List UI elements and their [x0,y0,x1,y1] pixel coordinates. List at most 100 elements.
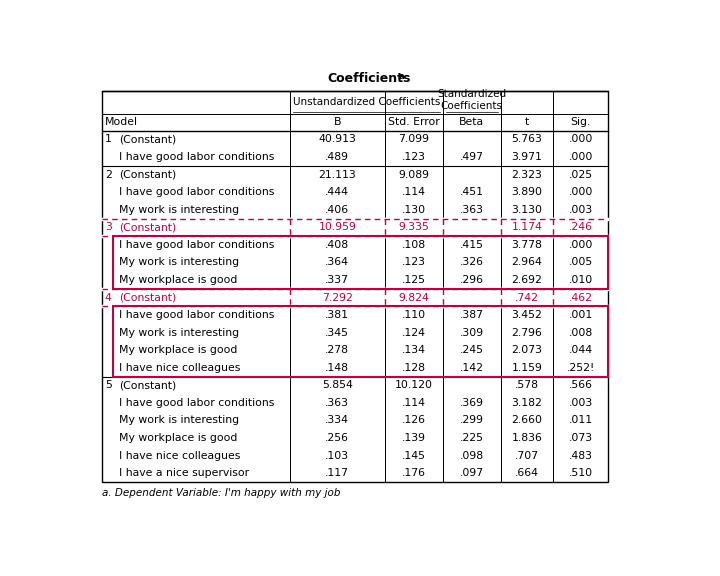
Text: 3: 3 [104,222,112,232]
Text: I have good labor conditions: I have good labor conditions [119,152,274,162]
Text: 10.120: 10.120 [395,380,433,391]
Text: .566: .566 [569,380,593,391]
Text: .000: .000 [568,187,593,197]
Text: 5: 5 [104,380,112,391]
Text: .278: .278 [325,345,349,355]
Text: .126: .126 [402,415,426,426]
Text: .334: .334 [325,415,349,426]
Text: I have good labor conditions: I have good labor conditions [119,187,274,197]
Text: 2.796: 2.796 [512,328,543,338]
Text: .110: .110 [402,310,426,320]
Text: .000: .000 [568,240,593,250]
Text: .363: .363 [459,204,484,215]
Text: .142: .142 [459,363,484,373]
Text: .296: .296 [459,275,484,285]
Text: .363: .363 [325,398,349,408]
Text: .225: .225 [459,433,484,443]
Text: .252!: .252! [567,363,595,373]
Text: .005: .005 [569,257,593,267]
Bar [113,236,608,289]
Text: Standardized
Coefficients: Standardized Coefficients [437,89,506,111]
Text: .011: .011 [569,415,593,426]
Text: .510: .510 [569,468,593,478]
Text: .130: .130 [402,204,426,215]
Text: a: a [399,71,405,81]
Text: .246: .246 [569,222,593,232]
Text: 2.323: 2.323 [512,169,543,180]
Text: 9.824: 9.824 [398,293,429,302]
Text: .010: .010 [569,275,593,285]
Text: .245: .245 [459,345,484,355]
Text: .415: .415 [459,240,484,250]
Text: 3.452: 3.452 [512,310,543,320]
Text: I have good labor conditions: I have good labor conditions [119,240,274,250]
Text: 7.292: 7.292 [322,293,353,302]
Text: .364: .364 [325,257,349,267]
Text: 9.089: 9.089 [398,169,429,180]
Text: .578: .578 [515,380,539,391]
Text: .299: .299 [459,415,484,426]
Text: .387: .387 [459,310,484,320]
Text: 3.130: 3.130 [512,204,543,215]
Text: 2.964: 2.964 [512,257,543,267]
Text: I have good labor conditions: I have good labor conditions [119,398,274,408]
Text: .326: .326 [459,257,484,267]
Text: 3.890: 3.890 [512,187,543,197]
Text: .125: .125 [402,275,426,285]
Text: 2.660: 2.660 [512,415,543,426]
Text: .664: .664 [515,468,539,478]
Text: .025: .025 [569,169,593,180]
Text: .000: .000 [568,135,593,145]
Text: 1.159: 1.159 [512,363,543,373]
Text: .408: .408 [325,240,349,250]
Text: .134: .134 [402,345,426,355]
Text: 9.335: 9.335 [398,222,429,232]
Text: .098: .098 [459,450,484,460]
Text: .139: .139 [402,433,426,443]
Text: 10.959: 10.959 [318,222,356,232]
Text: t: t [525,118,529,127]
Text: .707: .707 [515,450,539,460]
Text: 2.692: 2.692 [512,275,543,285]
Text: My workplace is good: My workplace is good [119,433,237,443]
Text: 1: 1 [104,135,112,145]
Bar [102,90,608,482]
Text: .256: .256 [325,433,349,443]
Text: Sig.: Sig. [570,118,591,127]
Text: My work is interesting: My work is interesting [119,204,239,215]
Text: .044: .044 [569,345,593,355]
Text: 5.854: 5.854 [322,380,353,391]
Text: .483: .483 [569,450,593,460]
Text: .117: .117 [325,468,349,478]
Text: .381: .381 [325,310,349,320]
Text: .114: .114 [402,187,426,197]
Text: 4: 4 [104,293,112,302]
Text: Coefficients: Coefficients [328,72,410,85]
Text: .123: .123 [402,152,426,162]
Text: My workplace is good: My workplace is good [119,345,237,355]
Text: .108: .108 [402,240,426,250]
Text: .369: .369 [459,398,484,408]
Text: .001: .001 [569,310,593,320]
Text: .497: .497 [459,152,484,162]
Text: .097: .097 [459,468,484,478]
Text: 1.174: 1.174 [512,222,543,232]
Text: (Constant): (Constant) [119,293,176,302]
Text: My work is interesting: My work is interesting [119,415,239,426]
Text: My workplace is good: My workplace is good [119,275,237,285]
Text: .462: .462 [569,293,593,302]
Text: a. Dependent Variable: I'm happy with my job: a. Dependent Variable: I'm happy with my… [102,488,340,498]
Text: .103: .103 [325,450,349,460]
Text: 3.182: 3.182 [512,398,543,408]
Text: 2.073: 2.073 [512,345,543,355]
Text: .123: .123 [402,257,426,267]
Text: .145: .145 [402,450,426,460]
Text: Std. Error: Std. Error [387,118,439,127]
Text: .003: .003 [569,398,593,408]
Text: 7.099: 7.099 [398,135,429,145]
Text: (Constant): (Constant) [119,169,176,180]
Text: .008: .008 [569,328,593,338]
Text: .345: .345 [325,328,349,338]
Text: .128: .128 [402,363,426,373]
Text: .451: .451 [459,187,484,197]
